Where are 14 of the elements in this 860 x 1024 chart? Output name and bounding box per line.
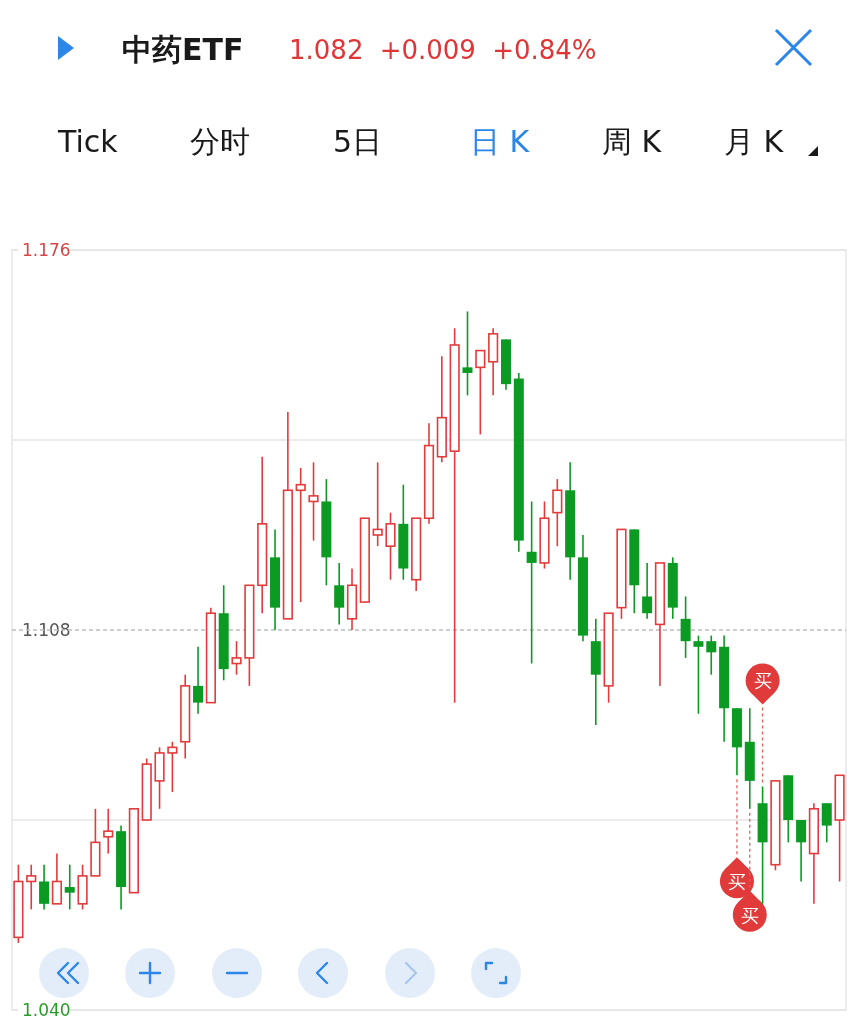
text: 分时 [190, 124, 250, 159]
annotation: 买 [727, 871, 746, 893]
chart-subtitle: 1.082 +0.009 +0.84% [289, 35, 597, 65]
text: Tick [57, 124, 119, 159]
y-tick-label: 1.040 [22, 1000, 71, 1020]
text: 月 K [724, 124, 785, 159]
text: 周 K [602, 124, 663, 159]
annotation: 买 [740, 904, 759, 926]
annotation: 买 [753, 670, 772, 692]
chart-title: 中药ETF [122, 32, 244, 67]
text: 日 K [470, 124, 531, 159]
y-tick-label: 1.176 [22, 240, 71, 260]
y-tick-label: 1.108 [22, 620, 71, 640]
text: 5日 [333, 124, 383, 159]
